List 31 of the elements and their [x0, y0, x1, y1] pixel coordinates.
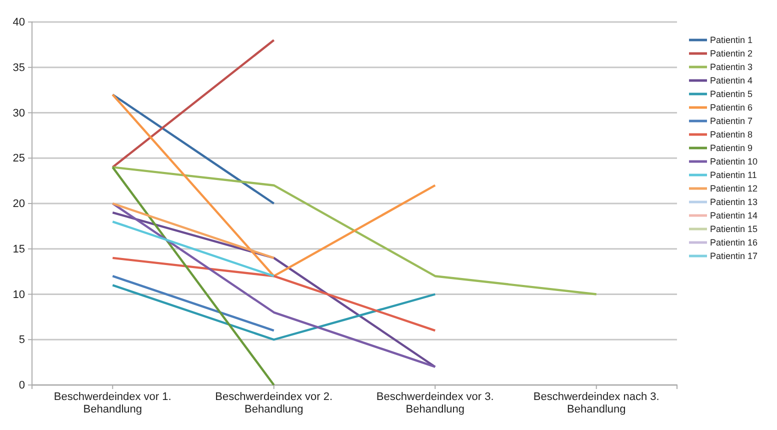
legend-label: Patientin 11 [710, 170, 757, 180]
legend-label: Patientin 7 [710, 116, 753, 126]
legend-label: Patientin 9 [710, 143, 753, 153]
y-tick-label: 0 [18, 380, 25, 392]
legend-label: Patientin 6 [710, 102, 753, 112]
legend-label: Patientin 12 [710, 184, 758, 194]
legend-label: Patientin 10 [710, 156, 758, 166]
legend-label: Patientin 2 [710, 48, 753, 58]
legend-label: Patientin 3 [710, 62, 753, 72]
legend-label: Patientin 16 [710, 238, 758, 248]
y-tick-label: 15 [12, 243, 25, 256]
legend-label: Patientin 17 [710, 251, 758, 261]
y-tick-label: 20 [12, 198, 25, 210]
line-series [112, 166, 598, 296]
legend-label: Patientin 13 [710, 197, 758, 207]
legend-label: Patientin 14 [710, 210, 758, 220]
x-tick-label: Beschwerdeindex vor 2. Behandlung [215, 390, 333, 416]
legend-label: Patientin 5 [710, 89, 753, 99]
legend-label: Patientin 1 [710, 35, 753, 45]
y-tick-label: 30 [12, 107, 25, 120]
x-tick-label: Beschwerdeindex vor 1. Behandlung [54, 390, 172, 416]
legend-label: Patientin 4 [710, 76, 753, 86]
y-tick-label: 5 [18, 334, 25, 346]
y-tick-label: 10 [12, 288, 25, 301]
y-tick-label: 25 [12, 152, 25, 165]
legend-label: Patientin 15 [710, 224, 758, 234]
legend-label: Patientin 8 [710, 130, 753, 140]
y-tick-label: 35 [12, 62, 25, 74]
y-tick-label: 40 [12, 16, 25, 29]
x-tick-label: Beschwerdeindex vor 3. Behandlung [376, 390, 494, 416]
x-tick-label: Beschwerdeindex nach 3. Behandlung [533, 390, 660, 416]
